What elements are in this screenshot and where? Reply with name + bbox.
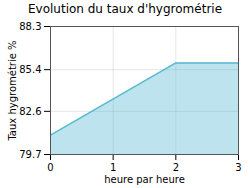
svg-text:79.7: 79.7: [19, 149, 41, 160]
svg-text:85.4: 85.4: [19, 64, 41, 75]
svg-text:3: 3: [235, 162, 241, 173]
svg-text:82.6: 82.6: [19, 106, 41, 117]
svg-text:1: 1: [110, 162, 116, 173]
svg-text:heure par heure: heure par heure: [104, 174, 185, 185]
svg-text:Taux hygrométrie %: Taux hygrométrie %: [7, 40, 18, 141]
svg-text:2: 2: [173, 162, 179, 173]
svg-text:88.3: 88.3: [19, 21, 41, 32]
svg-text:0: 0: [47, 162, 53, 173]
html-text:Evolution du taux d'hygrométri: Evolution du taux d'hygrométrie: [28, 2, 222, 16]
